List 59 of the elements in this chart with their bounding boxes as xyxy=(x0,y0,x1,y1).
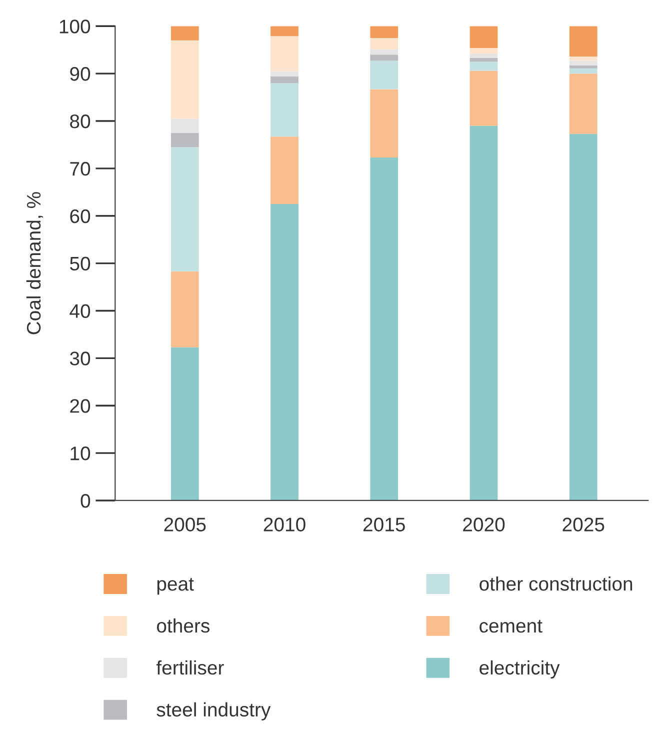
bar xyxy=(170,40,199,119)
legend-label: electricity xyxy=(480,660,560,678)
bar xyxy=(170,347,199,500)
bar xyxy=(170,132,199,148)
y-tick-label: 0 xyxy=(80,494,90,508)
bar xyxy=(569,60,598,66)
y-tick-label: 90 xyxy=(70,67,90,81)
bar xyxy=(370,60,398,90)
y-tick-label: 40 xyxy=(70,304,90,318)
bar xyxy=(170,147,199,272)
y-tick-label: 100 xyxy=(60,20,90,34)
bar xyxy=(470,54,498,58)
bar xyxy=(569,56,598,61)
bar xyxy=(370,54,398,61)
y-tick-label: 10 xyxy=(70,446,90,460)
y-tick-label: 20 xyxy=(70,399,90,413)
bar xyxy=(370,38,398,50)
bar xyxy=(470,70,498,126)
bar xyxy=(569,134,598,500)
bar xyxy=(270,36,298,72)
bar xyxy=(470,48,498,54)
x-tick-label: 2015 xyxy=(363,518,405,532)
x-tick-label: 2025 xyxy=(562,518,604,532)
y-axis-title: Coal demand, % xyxy=(26,192,43,334)
bar xyxy=(370,49,398,55)
bar xyxy=(170,271,199,348)
bar xyxy=(370,26,398,38)
legend-label: others xyxy=(156,618,210,633)
bar xyxy=(569,66,598,68)
bar xyxy=(270,204,298,500)
bar xyxy=(470,62,498,71)
bar xyxy=(569,26,598,57)
bar xyxy=(170,118,199,133)
bar xyxy=(270,26,298,36)
bar xyxy=(370,158,398,500)
x-tick-label: 2005 xyxy=(164,518,206,532)
bar xyxy=(270,76,298,84)
legend-label: steel industry xyxy=(156,702,271,720)
bar xyxy=(569,68,598,74)
bar xyxy=(470,58,498,62)
legend-label: fertiliser xyxy=(156,660,224,675)
bar xyxy=(170,26,199,40)
bar xyxy=(569,74,598,134)
y-tick-label: 50 xyxy=(70,256,90,271)
bar xyxy=(270,83,298,137)
bar xyxy=(270,136,298,204)
y-tick-label: 30 xyxy=(70,352,90,366)
bar xyxy=(470,126,498,500)
bar xyxy=(370,89,398,158)
x-tick-label: 2010 xyxy=(264,518,306,532)
legend-label: cement xyxy=(480,620,542,633)
legend-label: peat xyxy=(157,578,194,595)
y-tick-label: 70 xyxy=(70,162,90,176)
bar xyxy=(270,71,298,76)
legend-label: other construction xyxy=(480,576,632,591)
bar xyxy=(470,26,498,48)
x-tick-label: 2020 xyxy=(463,518,505,532)
y-tick-label: 80 xyxy=(70,114,90,128)
y-tick-label: 60 xyxy=(70,209,90,224)
